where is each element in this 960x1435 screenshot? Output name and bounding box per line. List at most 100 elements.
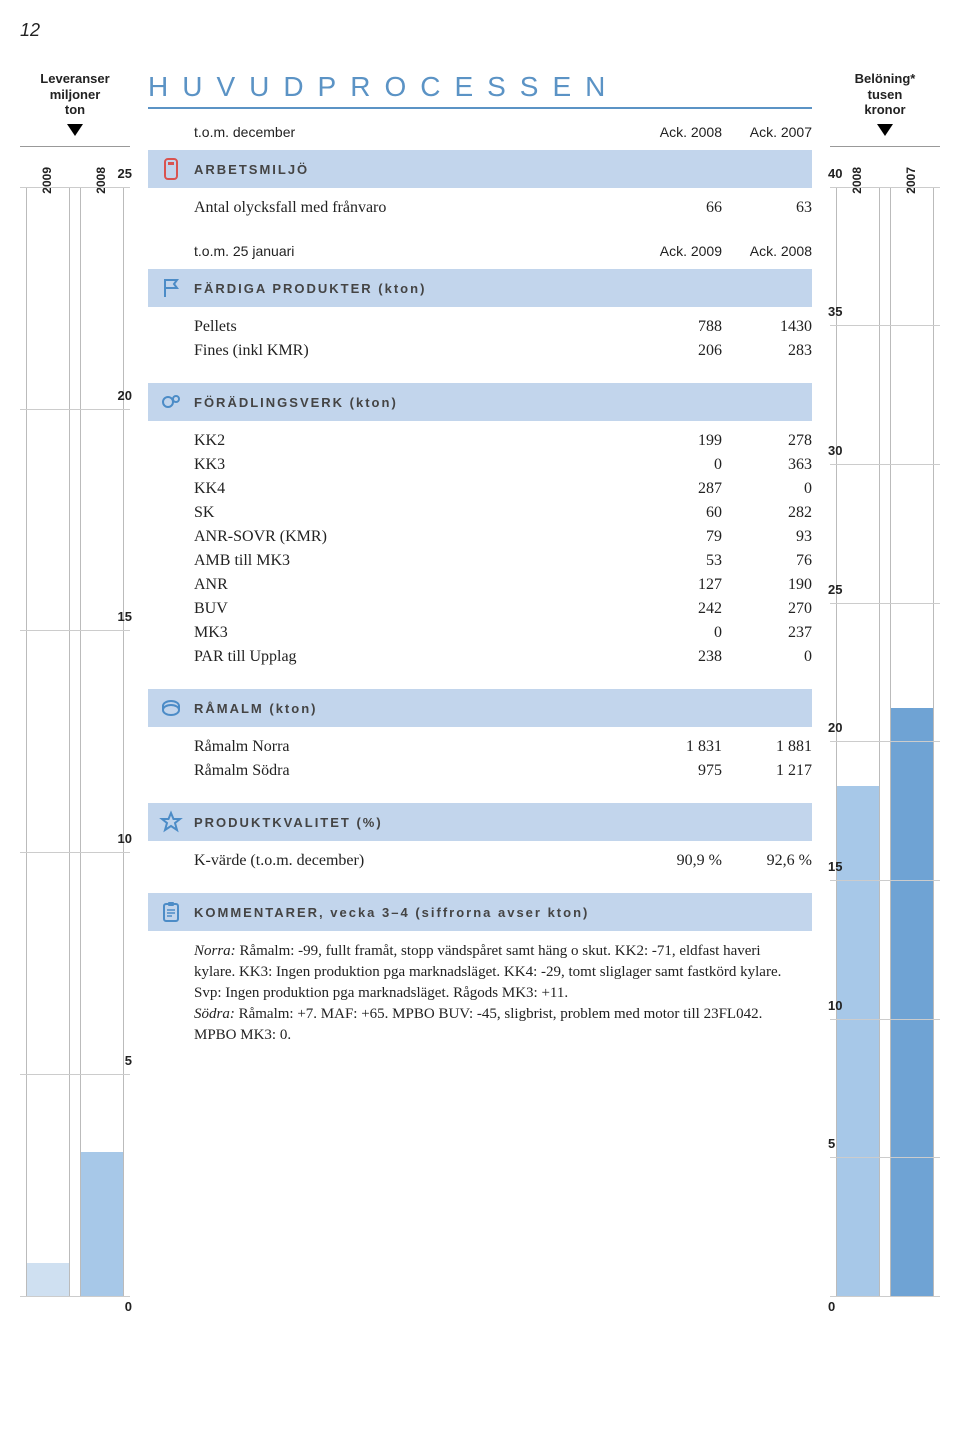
data-row: ANR-SOVR (KMR)7993	[194, 525, 812, 549]
c1: 90,9 %	[632, 852, 722, 870]
c2: 363	[722, 456, 812, 474]
clipboard-icon	[158, 899, 184, 925]
t: Belöning*	[830, 71, 940, 87]
meta-c1: Ack. 2009	[632, 243, 722, 259]
triangle-down-icon	[877, 124, 893, 136]
norra-label: Norra:	[194, 943, 236, 959]
c1: 0	[632, 456, 722, 474]
t: kronor	[830, 102, 940, 118]
meta-row-1: t.o.m. december Ack. 2008 Ack. 2007	[148, 121, 812, 150]
data-row: Antal olycksfall med frånvaro 66 63	[194, 196, 812, 220]
data-row: Råmalm Norra1 8311 881	[194, 735, 812, 759]
sodra-label: Södra:	[194, 1006, 235, 1022]
right-bar-1	[837, 786, 879, 1296]
data-row: Pellets7881430	[194, 315, 812, 339]
right-chart: Belöning* tusen kronor 2008 2007	[830, 71, 940, 1296]
lbl: KK3	[194, 456, 632, 474]
c2: 190	[722, 576, 812, 594]
star-icon	[158, 809, 184, 835]
page-number: 12	[20, 20, 940, 41]
section-title: RÅMALM (kton)	[194, 701, 317, 716]
c1: 66	[632, 199, 722, 217]
lbl: Fines (inkl KMR)	[194, 342, 632, 360]
t: Leveranser	[20, 71, 130, 87]
c2: 1 881	[722, 738, 812, 756]
c2: 63	[722, 199, 812, 217]
section-title: FÖRÄDLINGSVERK (kton)	[194, 395, 398, 410]
section-kommentarer: KOMMENTARER, vecka 3–4 (siffrorna avser …	[148, 893, 812, 1060]
c1: 0	[632, 624, 722, 642]
c1: 242	[632, 600, 722, 618]
t: tusen	[830, 87, 940, 103]
c1: 79	[632, 528, 722, 546]
tick: 0	[828, 1299, 835, 1314]
data-row: PAR till Upplag2380	[194, 645, 812, 669]
meta-c2: Ack. 2007	[722, 124, 812, 140]
left-chart: Leveranser miljoner ton 2009 2008	[20, 71, 130, 1296]
meta-label: t.o.m. 25 januari	[194, 243, 632, 259]
section-fardiga: FÄRDIGA PRODUKTER (kton) Pellets7881430F…	[148, 269, 812, 377]
data-row: KK42870	[194, 477, 812, 501]
section-title: PRODUKTKVALITET (%)	[194, 815, 383, 830]
c1: 1 831	[632, 738, 722, 756]
right-chart-title: Belöning* tusen kronor	[830, 71, 940, 118]
main-title: HUVUDPROCESSEN	[148, 71, 812, 109]
lbl: KK4	[194, 480, 632, 498]
section-foradling: FÖRÄDLINGSVERK (kton) KK2199278KK30363KK…	[148, 383, 812, 683]
lbl: ANR-SOVR (KMR)	[194, 528, 632, 546]
c1: 238	[632, 648, 722, 666]
c1: 127	[632, 576, 722, 594]
c1: 199	[632, 432, 722, 450]
c2: 1 217	[722, 762, 812, 780]
lbl: Råmalm Södra	[194, 762, 632, 780]
lbl: SK	[194, 504, 632, 522]
c2: 0	[722, 480, 812, 498]
lbl: Råmalm Norra	[194, 738, 632, 756]
t: miljoner	[20, 87, 130, 103]
gears-icon	[158, 389, 184, 415]
section-title: ARBETSMILJÖ	[194, 162, 309, 177]
lbl: ANR	[194, 576, 632, 594]
c2: 283	[722, 342, 812, 360]
meta-row-2: t.o.m. 25 januari Ack. 2009 Ack. 2008	[148, 240, 812, 269]
c1: 53	[632, 552, 722, 570]
section-kvalitet: PRODUKTKVALITET (%) K-värde (t.o.m. dece…	[148, 803, 812, 887]
data-row: ANR127190	[194, 573, 812, 597]
data-row: BUV242270	[194, 597, 812, 621]
phone-icon	[158, 156, 184, 182]
section-title: KOMMENTARER, vecka 3–4 (siffrorna avser …	[194, 905, 589, 920]
c2: 92,6 %	[722, 852, 812, 870]
c2: 0	[722, 648, 812, 666]
c2: 278	[722, 432, 812, 450]
data-row: Råmalm Södra9751 217	[194, 759, 812, 783]
c2: 1430	[722, 318, 812, 336]
meta-c1: Ack. 2008	[632, 124, 722, 140]
lbl: MK3	[194, 624, 632, 642]
norra-text: Råmalm: -99, fullt framåt, stopp vändspå…	[194, 943, 781, 1001]
lbl: KK2	[194, 432, 632, 450]
sodra-text: Råmalm: +7. MAF: +65. MPBO BUV: -45, sli…	[194, 1006, 762, 1043]
lbl: BUV	[194, 600, 632, 618]
t: ton	[20, 102, 130, 118]
c1: 206	[632, 342, 722, 360]
lbl: PAR till Upplag	[194, 648, 632, 666]
section-ramalm: RÅMALM (kton) Råmalm Norra1 8311 881Råma…	[148, 689, 812, 797]
c2: 282	[722, 504, 812, 522]
comments-body: Norra: Råmalm: -99, fullt framåt, stopp …	[148, 931, 812, 1060]
left-chart-title: Leveranser miljoner ton	[20, 71, 130, 118]
data-row: SK60282	[194, 501, 812, 525]
lbl: Antal olycksfall med frånvaro	[194, 199, 632, 217]
c2: 93	[722, 528, 812, 546]
right-bar-2	[891, 708, 933, 1296]
center-content: HUVUDPROCESSEN t.o.m. december Ack. 2008…	[148, 71, 812, 1066]
c2: 270	[722, 600, 812, 618]
tick: 0	[125, 1299, 132, 1314]
lbl: K-värde (t.o.m. december)	[194, 852, 632, 870]
meta-label: t.o.m. december	[194, 124, 632, 140]
lbl: AMB till MK3	[194, 552, 632, 570]
section-arbetsmiljo: ARBETSMILJÖ Antal olycksfall med frånvar…	[148, 150, 812, 234]
c1: 60	[632, 504, 722, 522]
meta-c2: Ack. 2008	[722, 243, 812, 259]
left-bar-2	[81, 1152, 123, 1296]
flag-icon	[158, 275, 184, 301]
